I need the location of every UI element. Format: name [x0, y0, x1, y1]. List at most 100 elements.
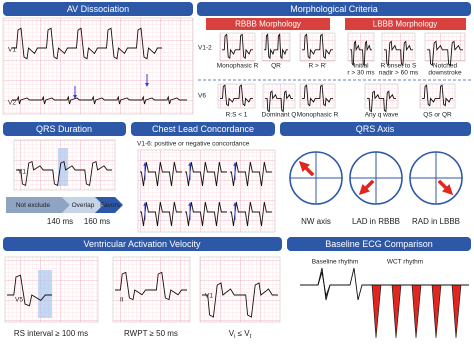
lead-label: V1-2	[198, 45, 212, 52]
ecg-grid	[299, 83, 336, 109]
ecg-trace	[12, 95, 187, 105]
ecg-trace	[265, 90, 293, 113]
header-title: QRS Axis	[356, 124, 395, 134]
criterion: Vi ≤ Vt	[229, 329, 252, 339]
morph-boxes	[217, 32, 466, 113]
ecg-trace	[300, 271, 331, 298]
subheader-title: RBBB Morphology	[235, 20, 301, 29]
ecg-trace	[427, 40, 463, 67]
chevron-label: Overlap	[72, 202, 95, 209]
criterion-label: Notched	[433, 63, 458, 70]
wct-complex	[431, 284, 442, 339]
ecg-trace	[384, 40, 413, 67]
axis-label: RAD in LBBB	[412, 217, 460, 226]
header-title: Baseline ECG Comparison	[325, 239, 433, 249]
criterion-label: Any q wave	[365, 112, 399, 119]
ecg-trace	[12, 27, 162, 60]
ecg-trace	[115, 271, 187, 301]
ecg-trace	[222, 33, 253, 60]
axis-vector	[358, 179, 375, 196]
criterion: RS interval ≥ 100 ms	[14, 329, 88, 338]
header-bar	[131, 122, 275, 136]
caption-part: V	[229, 329, 235, 338]
rhythm-label: Baseline rhythm	[312, 259, 359, 266]
criterion-label: R onset to S	[381, 63, 417, 70]
header-bar	[280, 122, 471, 136]
lead-label: V1	[18, 169, 26, 176]
criterion-label: Dominant Q	[262, 112, 297, 119]
subheader	[345, 18, 466, 30]
criterion-label: downstroke	[428, 70, 462, 77]
subtitle: V1-6: positive or negative concordance	[137, 141, 250, 148]
wct-complex	[371, 284, 382, 339]
ecg-grid	[424, 32, 466, 62]
ecg-grid	[381, 32, 416, 62]
header-bar	[197, 2, 471, 16]
headers: AV Dissociation Morphological Criteria Q…	[3, 2, 471, 251]
criterion-label: QR	[271, 63, 281, 70]
ecg-grid	[299, 32, 336, 62]
header-bar	[287, 237, 471, 251]
header-bar	[3, 122, 126, 136]
lead-label: V5	[15, 297, 23, 304]
axis-circles	[289, 151, 463, 205]
criterion-label: R > R'	[308, 63, 326, 70]
header-title: AV Dissociation	[67, 4, 129, 14]
chevron	[62, 197, 103, 213]
lead-label: V6	[198, 93, 206, 100]
axis-label: NW axis	[301, 217, 331, 226]
criterion-label: r > 30 ms	[347, 70, 375, 77]
ecg-grid	[219, 32, 256, 62]
ecg-trace	[264, 33, 288, 60]
caption-part: t	[250, 334, 252, 340]
wct-complex	[391, 284, 402, 339]
chevron	[6, 197, 70, 213]
lead-label: II	[120, 297, 124, 304]
highlight	[58, 148, 68, 186]
criterion: RWPT ≥ 50 ms	[124, 329, 178, 338]
header-title: QRS Duration	[36, 124, 92, 134]
header-title: Chest Lead Concordance	[152, 124, 254, 134]
axis-vector	[298, 160, 315, 177]
axis-label: LAD in RBBB	[352, 217, 400, 226]
lead-label: V2	[8, 100, 16, 107]
ecg-trace	[7, 274, 52, 307]
chevron-label: Not exclude	[16, 202, 51, 209]
rhythm-label: WCT rhythm	[387, 259, 423, 266]
header-title: Morphological Criteria	[290, 4, 378, 14]
ecg-trace	[302, 33, 333, 60]
ecg-grid	[199, 256, 281, 323]
lead-label: V1	[8, 47, 16, 54]
ecg-grid	[2, 17, 194, 115]
ecg-traces	[300, 267, 469, 339]
header-bar	[3, 237, 282, 251]
axis-vector	[437, 179, 454, 196]
highlight	[38, 270, 52, 318]
threshold: 160 ms	[84, 217, 110, 226]
ecg-trace	[302, 84, 333, 107]
criterion-label: QS or QR	[423, 112, 452, 119]
criterion-label: Monophasic R	[217, 63, 259, 70]
header-bar	[3, 2, 193, 16]
chevron-label: Favors	[100, 202, 121, 209]
ecg-trace	[422, 84, 453, 107]
criterion-label: Initial	[353, 63, 369, 70]
ecg-trace	[350, 40, 372, 67]
criterion-label: Monophasic R	[297, 112, 339, 119]
wct-complex	[451, 284, 462, 339]
threshold: 140 ms	[47, 217, 73, 226]
wct-complex	[411, 284, 422, 339]
ecg-trace	[202, 282, 278, 318]
caption-part: ≤ V	[235, 329, 250, 338]
ecg-trace	[220, 84, 253, 107]
caption-part: i	[234, 334, 235, 340]
lead-label: V1	[205, 293, 213, 300]
ecg-trace	[16, 160, 112, 187]
subheader-title: LBBB Morphology	[373, 20, 437, 29]
ecg-trace	[367, 90, 396, 113]
ecg-grid	[419, 83, 456, 109]
ecg-trace	[300, 267, 370, 301]
subheader	[206, 18, 330, 30]
criterion-label: R:S < 1	[226, 112, 248, 119]
